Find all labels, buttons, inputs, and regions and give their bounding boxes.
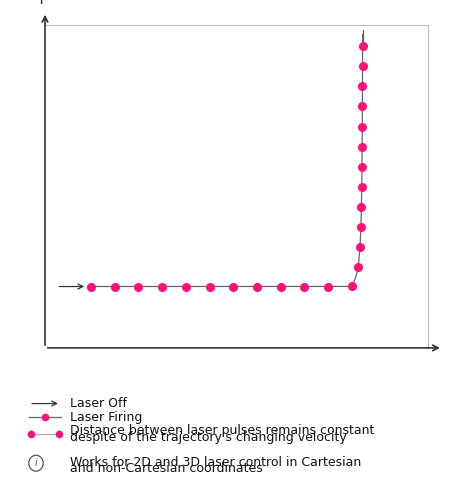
Text: Laser Off: Laser Off	[70, 397, 127, 410]
Text: Works for 2D and 3D laser control in Cartesian: Works for 2D and 3D laser control in Car…	[70, 456, 361, 469]
Text: Distance between laser pulses remains constant: Distance between laser pulses remains co…	[70, 424, 374, 437]
Text: despite of the trajectory's changing velocity: despite of the trajectory's changing vel…	[70, 430, 346, 444]
Text: i: i	[35, 458, 37, 468]
Text: Laser Firing: Laser Firing	[70, 411, 142, 424]
Text: Y: Y	[36, 0, 46, 7]
Text: and non-Cartesian coordinates: and non-Cartesian coordinates	[70, 462, 262, 476]
